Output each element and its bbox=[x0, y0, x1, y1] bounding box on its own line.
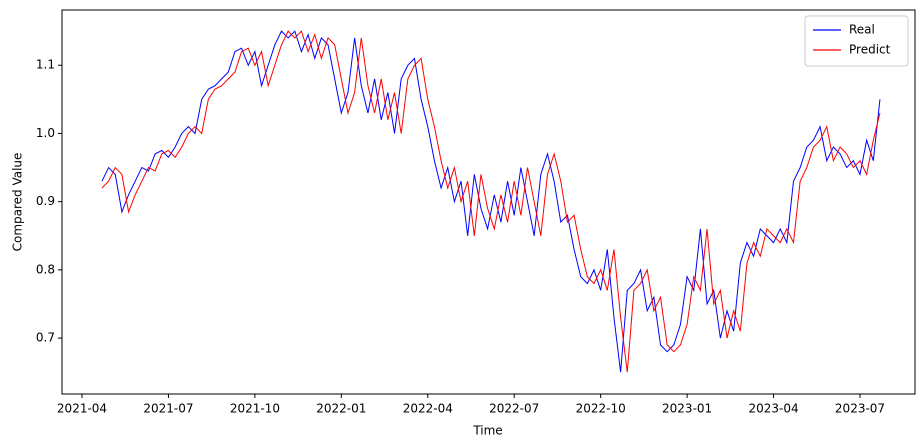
x-tick-label: 2023-04 bbox=[748, 402, 798, 416]
x-tick-label: 2022-04 bbox=[403, 402, 453, 416]
legend-label: Predict bbox=[849, 43, 891, 57]
y-tick-label: 1.1 bbox=[36, 58, 55, 72]
y-axis-label: Compared Value bbox=[11, 153, 25, 252]
x-tick-label: 2021-04 bbox=[57, 402, 107, 416]
x-tick-label: 2022-01 bbox=[316, 402, 366, 416]
y-tick-label: 0.9 bbox=[36, 194, 55, 208]
line-series bbox=[101, 30, 881, 373]
x-tick-label: 2021-07 bbox=[143, 402, 193, 416]
x-tick-label: 2021-10 bbox=[230, 402, 280, 416]
legend-label: Real bbox=[849, 23, 875, 37]
y-tick-label: 0.8 bbox=[36, 262, 55, 276]
y-tick-label: 0.7 bbox=[36, 331, 55, 345]
y-tick-label: 1.0 bbox=[36, 126, 55, 140]
plot-frame bbox=[61, 9, 916, 395]
x-tick-label: 2023-07 bbox=[835, 402, 885, 416]
legend-box bbox=[804, 15, 909, 67]
x-tick-label: 2023-01 bbox=[662, 402, 712, 416]
x-tick-label: 2022-10 bbox=[576, 402, 626, 416]
x-tick-label: 2022-07 bbox=[489, 402, 539, 416]
x-axis-label: Time bbox=[472, 424, 502, 438]
line-series bbox=[101, 30, 881, 373]
